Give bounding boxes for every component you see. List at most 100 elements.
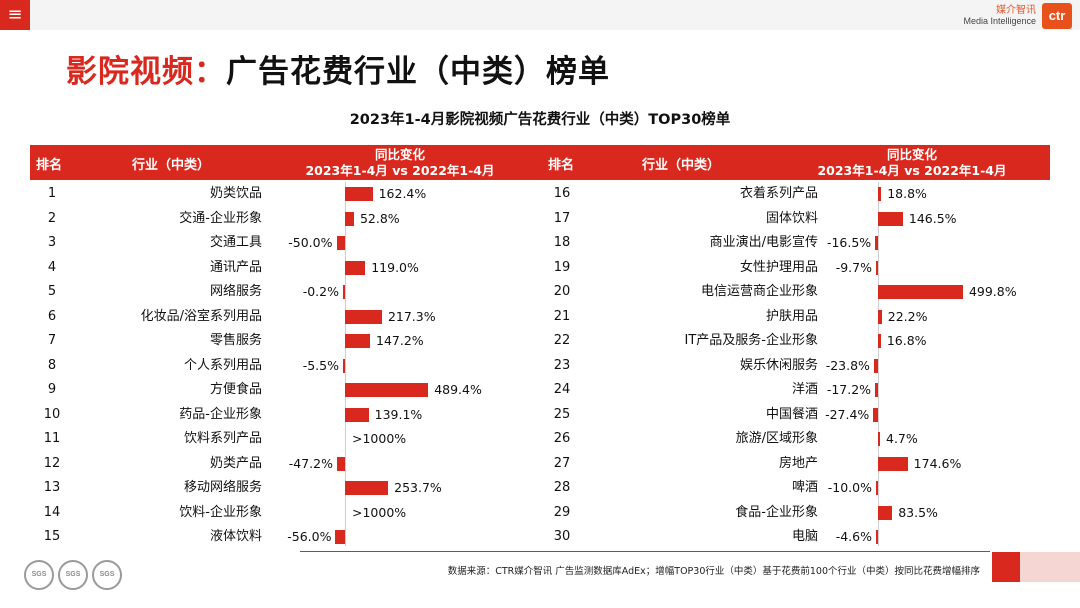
- change-bar: [878, 309, 882, 324]
- table-row: 27 房地产 174.6%: [0, 452, 1080, 476]
- change-bar: [876, 481, 878, 495]
- rank-cell: 4: [47, 259, 57, 275]
- footer-pink-block: [1020, 552, 1080, 582]
- change-bar: [878, 285, 963, 299]
- rank-cell: 21: [553, 308, 571, 324]
- header-change-left-line2: 2023年1-4月 vs 2022年1-4月: [305, 163, 495, 178]
- table-row: 24 洋酒 -17.2%: [0, 378, 1080, 402]
- table-row: 16 衣着系列产品 18.8%: [0, 182, 1080, 206]
- industry-cell: 饮料系列产品: [183, 431, 262, 446]
- header-change-right-line2: 2023年1-4月 vs 2022年1-4月: [817, 163, 1007, 178]
- header-industry-right: 行业（中类）: [642, 158, 721, 173]
- industry-cell: 食品-企业形象: [735, 504, 818, 520]
- change-bar: [343, 358, 345, 373]
- table-row: 7 零售服务 147.2%: [0, 329, 1080, 353]
- industry-cell: 女性护理用品: [739, 259, 818, 275]
- change-value-label: 83.5%: [898, 504, 938, 520]
- table-row: 6 化妆品/浴室系列用品 217.3%: [0, 305, 1080, 329]
- change-value-label: 499.8%: [968, 284, 1017, 299]
- table-row: 2 交通-企业形象 52.8%: [0, 207, 1080, 231]
- rank-cell: 14: [43, 504, 61, 520]
- rank-cell: 13: [43, 480, 61, 495]
- rank-cell: 15: [43, 529, 61, 544]
- change-bar: [876, 260, 878, 275]
- change-value-label: -17.2%: [826, 382, 872, 397]
- change-bar: [878, 211, 903, 226]
- change-value-label: -5.5%: [302, 357, 339, 373]
- change-bar: [345, 260, 366, 275]
- ctr-logo: 媒介智讯 Media Intelligence ctr: [963, 3, 1072, 29]
- change-value-label: 489.4%: [434, 382, 482, 397]
- change-bar: [345, 334, 371, 348]
- change-bar: [336, 236, 345, 250]
- table-row: 17 固体饮料 146.5%: [0, 207, 1080, 231]
- menu-icon[interactable]: ≡: [0, 0, 30, 30]
- rank-cell: 19: [553, 259, 571, 275]
- table-row: 28 啤酒 -10.0%: [0, 476, 1080, 500]
- table-row: 8 个人系列用品 -5.5%: [0, 354, 1080, 378]
- industry-cell: 方便食品: [209, 382, 262, 397]
- industry-cell: 零售服务: [209, 333, 262, 348]
- industry-cell: 交通-企业形象: [179, 210, 262, 226]
- change-bar: [336, 456, 345, 471]
- table-row: 26 旅游/区域形象 4.7%: [0, 427, 1080, 451]
- change-value-label: 139.1%: [374, 406, 423, 422]
- change-bar: [873, 407, 878, 422]
- rank-cell: 5: [47, 284, 57, 299]
- change-value-label: -50.0%: [288, 235, 333, 250]
- header-change-left-line1: 同比变化: [374, 147, 425, 162]
- table-row: 21 护肤用品 22.2%: [0, 305, 1080, 329]
- change-value-label: 119.0%: [371, 259, 419, 275]
- table-row: 29 食品-企业形象 83.5%: [0, 501, 1080, 525]
- table-row: 19 女性护理用品 -9.7%: [0, 256, 1080, 280]
- industry-cell: 衣着系列产品: [739, 186, 818, 201]
- page-title-accent: 影院视频：: [66, 54, 226, 90]
- rank-cell: 11: [43, 431, 61, 446]
- industry-cell: 旅游/区域形象: [735, 431, 818, 446]
- table-row: 12 奶类产品 -47.2%: [0, 452, 1080, 476]
- change-value-label: -47.2%: [288, 455, 333, 471]
- change-bar: [878, 334, 881, 348]
- table-row: 13 移动网络服务 253.7%: [0, 476, 1080, 500]
- table-row: 9 方便食品 489.4%: [0, 378, 1080, 402]
- industry-cell: 电信运营商企业形象: [700, 284, 818, 299]
- rank-cell: 12: [43, 455, 61, 471]
- industry-cell: 交通工具: [209, 235, 262, 250]
- rank-cell: 28: [553, 480, 571, 495]
- table-row: 15 液体饮料 -56.0%: [0, 525, 1080, 549]
- rank-cell: 16: [553, 186, 571, 201]
- industry-cell: 娱乐休闲服务: [739, 357, 818, 373]
- rank-cell: 7: [47, 333, 57, 348]
- rank-cell: 25: [553, 406, 571, 422]
- table-row: 3 交通工具 -50.0%: [0, 231, 1080, 255]
- change-value-label: 146.5%: [908, 210, 957, 226]
- header-rank-right: 排名: [548, 158, 575, 173]
- change-bar: [345, 211, 354, 226]
- rank-cell: 18: [553, 235, 571, 250]
- rank-cell: 20: [553, 284, 571, 299]
- rank-cell: 30: [553, 529, 571, 544]
- rank-cell: 8: [47, 357, 57, 373]
- industry-cell: 药品-企业形象: [179, 406, 262, 422]
- change-bar: [876, 530, 878, 544]
- change-value-label: >1000%: [352, 504, 407, 520]
- industry-cell: 房地产: [778, 455, 818, 471]
- table-row: 18 商业演出/电影宣传 -16.5%: [0, 231, 1080, 255]
- change-bar: [345, 407, 369, 422]
- table-row: 11 饮料系列产品 >1000%: [0, 427, 1080, 451]
- rank-cell: 3: [47, 235, 57, 250]
- change-bar: [335, 530, 345, 544]
- rank-cell: 1: [47, 186, 57, 201]
- header-rank-left: 排名: [36, 158, 63, 173]
- industry-cell: 饮料-企业形象: [179, 504, 262, 520]
- certification-badges: SGS SGS SGS: [24, 560, 122, 590]
- left-zero-axis: [345, 182, 346, 546]
- industry-cell: 网络服务: [209, 284, 262, 299]
- industry-cell: 护肤用品: [765, 308, 818, 324]
- logo-cn: 媒介智讯: [996, 5, 1036, 16]
- rank-cell: 29: [553, 504, 571, 520]
- logo-en: Media Intelligence: [963, 16, 1036, 26]
- header-change-left: 同比变化 2023年1-4月 vs 2022年1-4月: [300, 147, 500, 179]
- top-bar: ≡ 媒介智讯 Media Intelligence ctr: [0, 0, 1080, 30]
- change-value-label: -10.0%: [827, 480, 872, 495]
